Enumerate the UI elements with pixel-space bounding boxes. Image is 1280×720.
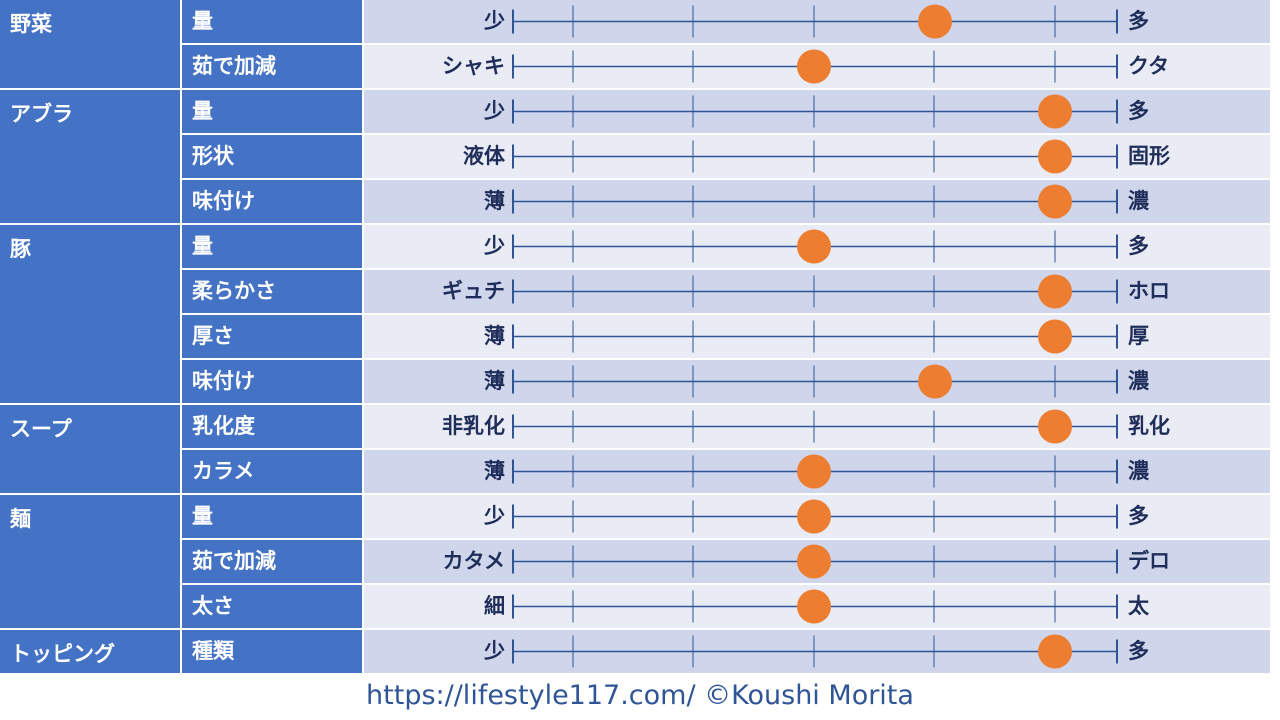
rating-dot: [797, 589, 831, 624]
rating-dot: [797, 544, 831, 579]
rating-dot: [918, 364, 952, 399]
scale-left-label: 薄: [484, 189, 505, 213]
scale-right-label: デロ: [1128, 549, 1170, 573]
scale-right-label: 濃: [1128, 369, 1149, 393]
scale-right-label: 固形: [1128, 144, 1170, 168]
scale-right-label: 濃: [1128, 189, 1149, 213]
scale-right-label: 多: [1128, 99, 1149, 123]
rating-dot: [797, 499, 831, 534]
item-label: 形状: [182, 135, 362, 178]
scale-left-label: 非乳化: [442, 414, 505, 438]
scale-right-label: 乳化: [1128, 414, 1170, 438]
scale-left-label: 薄: [484, 459, 505, 483]
scale-right-label: 多: [1128, 9, 1149, 33]
rating-dot: [1038, 319, 1072, 354]
rating-dot: [1038, 634, 1072, 669]
scale-right-label: 濃: [1128, 459, 1149, 483]
scale-right-label: 多: [1128, 639, 1149, 663]
scale-right-label: 多: [1128, 234, 1149, 258]
scale-right-label: 太: [1128, 594, 1149, 618]
scale-right-label: クタ: [1128, 54, 1170, 78]
scale-left-label: 細: [484, 594, 505, 618]
scale-left-label: 液体: [463, 144, 505, 168]
rating-dot: [1038, 409, 1072, 444]
item-label: 味付け: [182, 180, 362, 223]
scale-left-label: 少: [484, 639, 505, 663]
category-label: スープ: [0, 405, 180, 493]
item-label: 太さ: [182, 585, 362, 628]
ramen-preference-chart: 野菜量少多茹で加減 シャキ クタ アブラ量少多形状 液体 固形 味付け薄濃豚量少多柔らかさギ…: [0, 0, 1270, 673]
item-label: 量: [182, 225, 362, 268]
rating-dot: [797, 229, 831, 264]
category-label: 野菜: [0, 0, 180, 88]
rating-dot: [1038, 184, 1072, 219]
item-label: 味付け: [182, 360, 362, 403]
category-label: 麺: [0, 495, 180, 628]
item-label: 乳化度: [182, 405, 362, 448]
scale-left-label: 少: [484, 234, 505, 258]
rating-dot: [797, 454, 831, 489]
item-label: 柔らかさ: [182, 270, 362, 313]
item-label: 茹で加減: [182, 540, 362, 583]
scale-right-label: 厚: [1128, 324, 1149, 348]
rating-dot: [797, 49, 831, 84]
scale-right-label: 多: [1128, 504, 1149, 528]
footer-credit: https://lifestyle117.com/ ©Koushi Morita: [366, 680, 914, 711]
scale-layer: [512, 4, 1118, 669]
rating-dot: [1038, 274, 1072, 309]
scale-left-label: 少: [484, 99, 505, 123]
item-label: 厚さ: [182, 315, 362, 358]
scale-left-label: ギュチ: [442, 279, 505, 303]
scale-left-label: 少: [484, 9, 505, 33]
scale-left-label: シャキ: [442, 54, 505, 78]
item-label: カラメ: [182, 450, 362, 493]
item-label: 量: [182, 495, 362, 538]
category-label: アブラ: [0, 90, 180, 223]
item-label: 種類: [182, 630, 362, 673]
rating-dot: [918, 4, 952, 39]
scale-left-label: 薄: [484, 324, 505, 348]
item-label: 量: [182, 0, 362, 43]
category-label: トッピング: [0, 630, 180, 673]
scale-left-label: 薄: [484, 369, 505, 393]
category-label: 豚: [0, 225, 180, 403]
scale-right-label: ホロ: [1128, 279, 1170, 303]
scale-left-label: 少: [484, 504, 505, 528]
rating-dot: [1038, 94, 1072, 129]
scale-left-label: カタメ: [442, 549, 505, 573]
item-label: 茹で加減: [182, 45, 362, 88]
item-label: 量: [182, 90, 362, 133]
rating-dot: [1038, 139, 1072, 174]
